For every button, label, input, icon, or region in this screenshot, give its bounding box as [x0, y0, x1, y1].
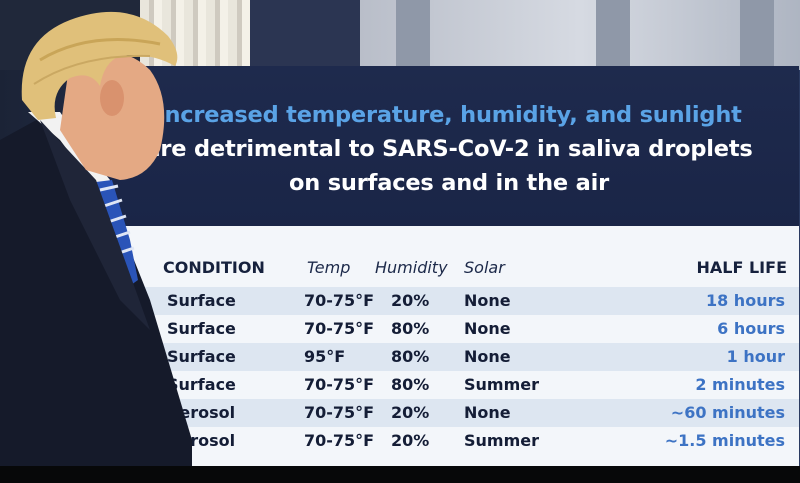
presentation-screen: Increased temperature, humidity, and sun… — [96, 66, 799, 466]
cell-solar: Summer — [464, 431, 539, 450]
cell-temp: 95°F — [304, 347, 346, 366]
header-temp: Temp — [307, 258, 351, 277]
cell-temp: 70-75°F — [304, 403, 375, 422]
cell-temp: 70-75°F — [304, 319, 375, 338]
cell-condition: Surface — [167, 319, 236, 338]
ear — [100, 80, 124, 116]
cell-solar: Summer — [464, 375, 539, 394]
header-condition: CONDITION — [163, 258, 265, 277]
cell-solar: None — [464, 403, 511, 422]
pillar — [396, 0, 430, 70]
cell-humidity: 80% — [391, 319, 430, 338]
headline-line-2: are detrimental to SARS-CoV-2 in saliva … — [145, 136, 753, 162]
table-row: Surface 95°F 80% None 1 hour — [99, 343, 799, 371]
headline-line-3: on surfaces and in the air — [289, 170, 609, 196]
cell-temp: 70-75°F — [304, 291, 375, 310]
table-row: Surface 70-75°F 80% None 6 hours — [99, 315, 799, 343]
suit-jacket — [0, 118, 192, 470]
hair — [21, 11, 178, 120]
headline-line-1: Increased temperature, humidity, and sun… — [156, 102, 742, 128]
person-silhouette — [0, 11, 192, 470]
slide-header: Increased temperature, humidity, and sun… — [99, 66, 799, 226]
cell-half-life: 1 hour — [726, 347, 785, 366]
table-row: Aerosol 70-75°F 20% Summer ~1.5 minutes — [99, 427, 799, 455]
cell-humidity: 20% — [391, 291, 430, 310]
cell-half-life: ~60 minutes — [670, 403, 785, 422]
header-solar: Solar — [464, 258, 505, 277]
header-humidity: Humidity — [375, 258, 448, 277]
cell-half-life: 2 minutes — [695, 375, 785, 394]
cell-half-life: ~1.5 minutes — [664, 431, 785, 450]
cell-solar: None — [464, 319, 511, 338]
cell-condition: Surface — [167, 347, 236, 366]
table-row: Surface 70-75°F 20% None 18 hours — [99, 287, 799, 315]
table-row: Aerosol 70-75°F 20% None ~60 minutes — [99, 399, 799, 427]
cell-humidity: 80% — [391, 347, 430, 366]
cell-humidity: 20% — [391, 403, 430, 422]
cell-solar: None — [464, 347, 511, 366]
cell-temp: 70-75°F — [304, 431, 375, 450]
bottom-frame-bar — [0, 466, 800, 483]
cell-half-life: 6 hours — [717, 319, 785, 338]
cell-temp: 70-75°F — [304, 375, 375, 394]
pillar — [740, 0, 774, 70]
cell-condition: Surface — [167, 291, 236, 310]
cell-humidity: 20% — [391, 431, 430, 450]
half-life-table: CONDITION Temp Humidity Solar HALF LIFE … — [99, 226, 799, 466]
cell-humidity: 80% — [391, 375, 430, 394]
dark-wall-middle — [250, 0, 360, 70]
table-row: Surface 70-75°F 80% Summer 2 minutes — [99, 371, 799, 399]
cell-solar: None — [464, 291, 511, 310]
back-wall — [360, 0, 800, 70]
cell-condition: Surface — [167, 375, 236, 394]
header-half-life: HALF LIFE — [696, 258, 787, 277]
cell-half-life: 18 hours — [705, 291, 785, 310]
lapel — [40, 120, 150, 330]
face — [60, 52, 165, 180]
pillar — [596, 0, 630, 70]
